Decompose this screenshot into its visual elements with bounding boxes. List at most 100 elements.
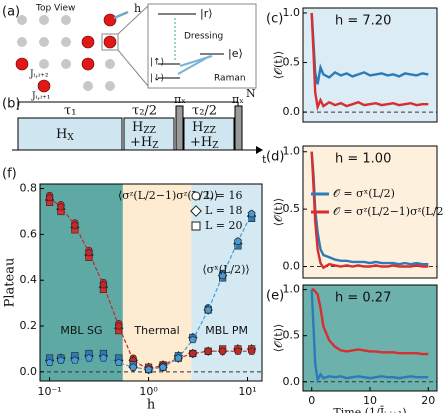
- y-tick-label: 0.8: [20, 182, 38, 195]
- x-tick-label: 0: [308, 394, 315, 407]
- y-axis-label: ⟨𝒪(t)⟩: [272, 324, 285, 353]
- annotation: ⟨σᶻ(L/2−1)σᶻ(L/2)⟩: [118, 189, 218, 202]
- series-line: [310, 12, 429, 112]
- marker: [45, 193, 54, 202]
- plot-frame: [302, 145, 438, 279]
- marker: [247, 347, 256, 355]
- plot-frame: [302, 7, 438, 123]
- marker: [114, 321, 123, 330]
- y-tick-label: 0.0: [283, 375, 301, 388]
- pi-pulse: [175, 105, 184, 151]
- y-tick-label: 0.2: [20, 319, 38, 332]
- x-tick-label: 10¹: [238, 385, 256, 398]
- region-label: Thermal: [133, 324, 179, 337]
- label-main: H: [132, 120, 143, 135]
- series-line: [311, 288, 429, 356]
- marker: [233, 237, 242, 245]
- site: [61, 37, 71, 47]
- site: [105, 81, 115, 91]
- marker: [56, 202, 65, 211]
- label: +HZ: [130, 135, 159, 151]
- label-sub: ZZ: [203, 126, 216, 136]
- lattice-sites: [17, 15, 115, 91]
- x-axis-label: Time (1/J̄ᵢ,ᵢ₊₁): [333, 406, 406, 413]
- x-tick-label: 10⁰: [139, 385, 158, 398]
- marker: [129, 363, 138, 371]
- label: Raman: [214, 74, 246, 84]
- marker: [191, 191, 201, 201]
- atom: [15, 57, 29, 71]
- marker: [99, 353, 108, 362]
- x-tick-label: 20: [421, 394, 435, 407]
- label: |e⟩: [228, 47, 243, 60]
- label: |↑⟩: [150, 58, 164, 68]
- y-axis-label: Plateau: [3, 258, 18, 308]
- raman-arrow: [179, 55, 213, 67]
- y-tick-label: 1.0: [283, 283, 301, 296]
- label: |↓⟩: [150, 74, 164, 84]
- marker: [247, 209, 256, 218]
- site: [83, 81, 93, 91]
- region: [40, 184, 123, 381]
- panel-label: (b): [2, 97, 20, 112]
- marker: [70, 356, 79, 364]
- marker: [188, 335, 197, 344]
- series-line: [310, 151, 429, 270]
- y-tick-label: 0.0: [20, 365, 38, 378]
- time-arrow: [256, 146, 263, 154]
- label: HX: [56, 127, 74, 143]
- series-line: [310, 289, 429, 384]
- series-line: [310, 12, 429, 85]
- marker: [218, 347, 227, 355]
- label: τ₁: [64, 104, 76, 119]
- label-main: H: [56, 127, 67, 142]
- y-tick-label: 0.5: [283, 202, 301, 215]
- y-axis-label: ⟨𝒪(t)⟩: [272, 198, 285, 227]
- site: [39, 59, 49, 69]
- legend-label: L = 16: [205, 189, 243, 202]
- panel-label: (d): [266, 150, 284, 165]
- marker: [204, 347, 213, 355]
- zoom-line: [117, 5, 149, 35]
- marker: [190, 205, 202, 217]
- marker: [204, 305, 213, 314]
- label: πₓ: [232, 93, 244, 106]
- marker: [218, 271, 227, 280]
- label: τ₂/2: [132, 104, 157, 119]
- pi-pulse: [234, 105, 243, 151]
- site: [39, 37, 49, 47]
- x-tick-label: 10⁻¹: [37, 385, 61, 398]
- label-sub: Z: [212, 141, 218, 151]
- label-sub: X: [67, 133, 74, 143]
- pulse-box: [183, 117, 235, 151]
- label: N: [246, 87, 256, 100]
- site: [105, 59, 115, 69]
- legend-label: 𝒪 = σᶻ(L/2−1)σᶻ(L/2): [333, 205, 443, 218]
- panel-a: (a) Top View h Jᵢ,ᵢ₊₂ Jᵢ,ᵢ₊₁ |r⟩ Dressin…: [2, 2, 257, 102]
- y-tick-label: 0.5: [283, 56, 301, 69]
- label: Dressing: [184, 32, 223, 42]
- label: +HZ: [190, 135, 219, 151]
- legend-label: 𝒪 = σˣ(L/2): [333, 187, 395, 200]
- series-line: [49, 213, 253, 371]
- label-main: +H: [190, 135, 212, 150]
- marker: [85, 353, 93, 362]
- atom: [81, 57, 95, 71]
- annotation: h = 7.20: [335, 14, 391, 29]
- panel-b: (b) τ₁ τ₂/2 πₓ τ₂/2 πₓ N t HX HZZ +HZ HZ…: [2, 87, 267, 166]
- panel-label: (c): [266, 12, 283, 27]
- marker: [188, 349, 197, 357]
- y-tick-label: 0.5: [283, 329, 301, 342]
- label: τ₂/2: [192, 104, 217, 119]
- series-line: [310, 151, 429, 266]
- label: h: [134, 2, 141, 15]
- site: [61, 15, 71, 25]
- label: HZZ: [132, 120, 156, 136]
- marker: [85, 248, 93, 257]
- x-tick-label: 10: [363, 394, 377, 407]
- plot-frame: [39, 183, 263, 382]
- atom: [81, 35, 95, 49]
- y-tick-label: 1.0: [283, 145, 301, 158]
- plot-background: [303, 285, 437, 391]
